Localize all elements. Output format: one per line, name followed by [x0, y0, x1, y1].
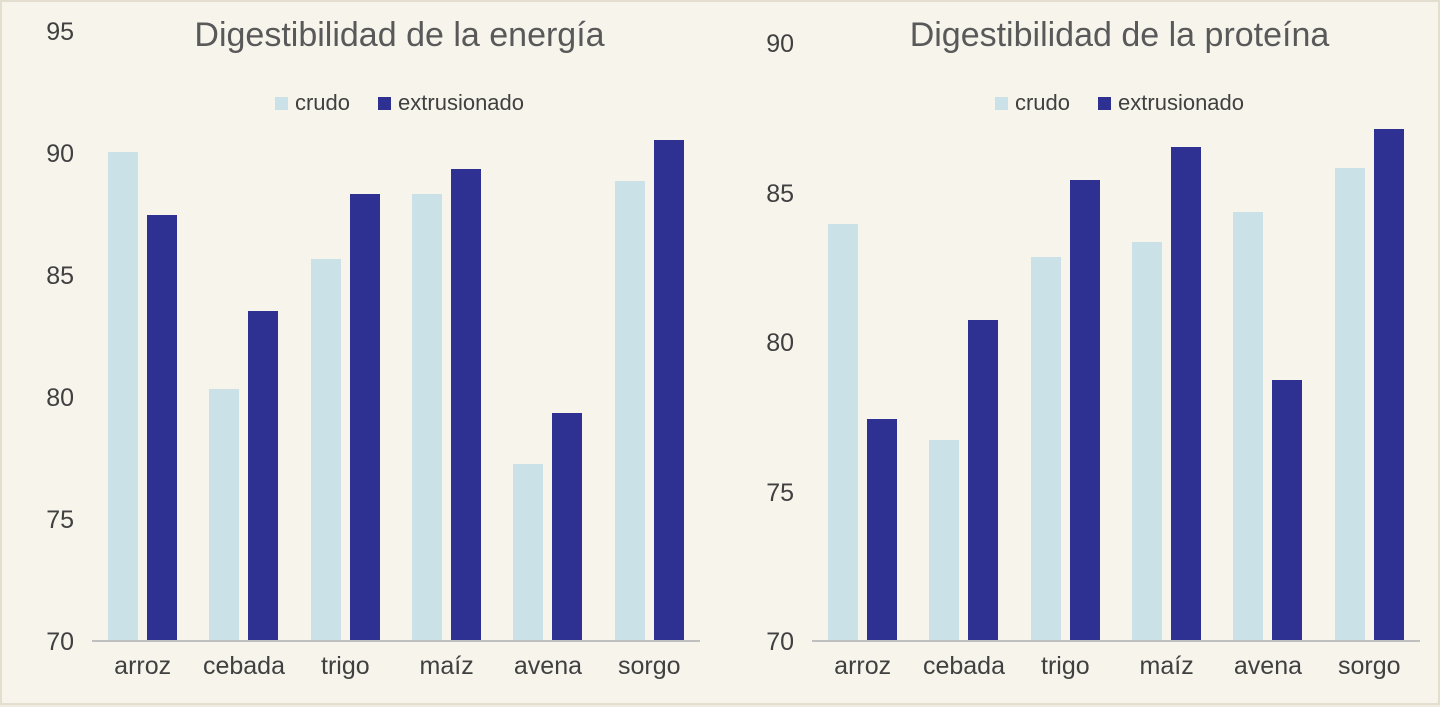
bar-group-arroz — [812, 44, 913, 640]
x-axis-label: trigo — [1015, 652, 1116, 681]
bar-group-cebada — [193, 32, 294, 640]
bar-extrusionado-arroz — [147, 215, 177, 640]
y-tick-label: 90 — [722, 29, 794, 59]
bar-group-trigo — [295, 32, 396, 640]
bar-extrusionado-trigo — [1070, 180, 1100, 641]
bar-group-sorgo — [599, 32, 700, 640]
bar-extrusionado-trigo — [350, 194, 380, 641]
bar-crudo-arroz — [828, 224, 858, 640]
bar-extrusionado-maíz — [1171, 147, 1201, 640]
bar-group-maíz — [396, 32, 497, 640]
bar-crudo-maíz — [1132, 242, 1162, 640]
x-axis-label: cebada — [913, 652, 1014, 681]
y-tick-label: 75 — [722, 478, 794, 508]
bar-extrusionado-avena — [1272, 380, 1302, 640]
x-axis-label: trigo — [295, 652, 396, 681]
x-axis-label: cebada — [193, 652, 294, 681]
bar-extrusionado-maíz — [451, 169, 481, 640]
x-axis-label: avena — [497, 652, 598, 681]
bar-group-avena — [1217, 44, 1318, 640]
bar-extrusionado-avena — [552, 413, 582, 640]
y-tick-label: 75 — [2, 505, 74, 535]
bar-crudo-avena — [1233, 212, 1263, 640]
x-axis-label: maíz — [396, 652, 497, 681]
bar-crudo-cebada — [209, 389, 239, 640]
bar-extrusionado-cebada — [968, 320, 998, 640]
y-tick-label: 85 — [2, 261, 74, 291]
bar-group-trigo — [1015, 44, 1116, 640]
bar-extrusionado-arroz — [867, 419, 897, 640]
x-axis-label: sorgo — [1319, 652, 1420, 681]
y-tick-label: 95 — [2, 17, 74, 47]
bar-extrusionado-sorgo — [1374, 129, 1404, 640]
bar-crudo-arroz — [108, 152, 138, 640]
y-tick-label: 80 — [2, 383, 74, 413]
energy-digestibility-chart: Digestibilidad de la energía crudo extru… — [2, 2, 722, 707]
bar-group-sorgo — [1319, 44, 1420, 640]
y-tick-label: 85 — [722, 179, 794, 209]
bar-group-avena — [497, 32, 598, 640]
plot-area — [812, 44, 1420, 642]
y-tick-label: 70 — [2, 627, 74, 657]
bar-crudo-maíz — [412, 194, 442, 641]
y-tick-label: 80 — [722, 328, 794, 358]
y-axis: 70 75 80 85 90 — [722, 2, 794, 707]
x-axis-label: maíz — [1116, 652, 1217, 681]
bar-crudo-sorgo — [1335, 168, 1365, 640]
bar-crudo-trigo — [311, 259, 341, 640]
bar-group-cebada — [913, 44, 1014, 640]
bar-group-arroz — [92, 32, 193, 640]
y-tick-label: 90 — [2, 139, 74, 169]
bar-extrusionado-cebada — [248, 311, 278, 640]
bar-crudo-trigo — [1031, 257, 1061, 640]
bar-crudo-sorgo — [615, 181, 645, 640]
x-axis-label: arroz — [812, 652, 913, 681]
y-tick-label: 70 — [722, 627, 794, 657]
x-axis-label: sorgo — [599, 652, 700, 681]
x-axis-label: arroz — [92, 652, 193, 681]
bar-group-maíz — [1116, 44, 1217, 640]
plot-area — [92, 32, 700, 642]
x-axis-label: avena — [1217, 652, 1318, 681]
bar-crudo-avena — [513, 464, 543, 640]
bar-extrusionado-sorgo — [654, 140, 684, 640]
y-axis: 70 75 80 85 90 95 — [2, 2, 74, 707]
bar-crudo-cebada — [929, 440, 959, 640]
protein-digestibility-chart: Digestibilidad de la proteína crudo extr… — [722, 2, 1440, 707]
